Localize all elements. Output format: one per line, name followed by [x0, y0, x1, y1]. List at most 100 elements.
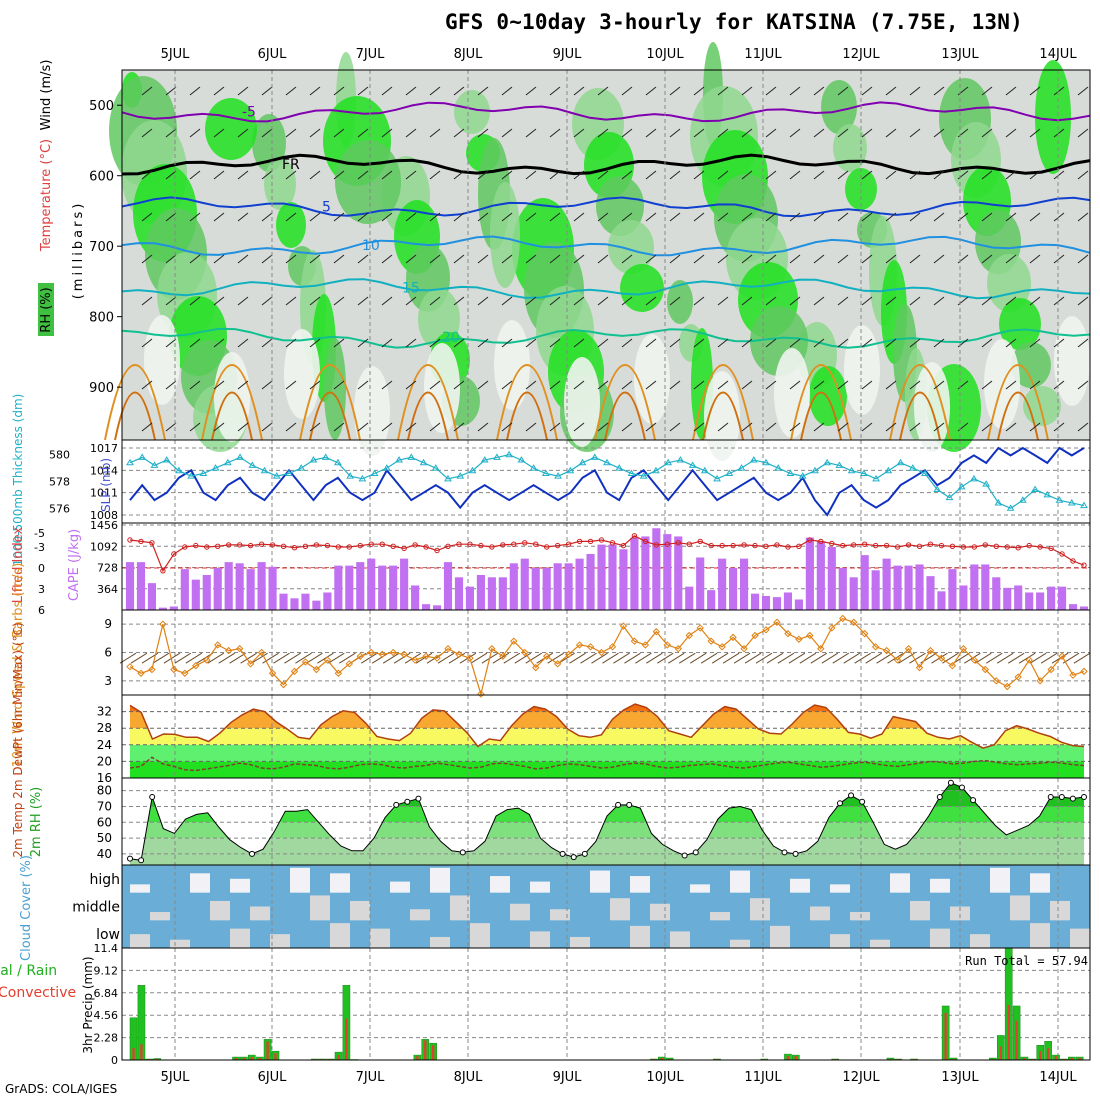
wind-barb [189, 86, 201, 96]
li-point [434, 547, 440, 554]
wind-barb [837, 128, 849, 138]
temp-contour-arch [299, 364, 361, 441]
cape-bar [378, 565, 387, 610]
cape-bar [904, 565, 913, 610]
li-point [368, 541, 374, 547]
cape-bar [750, 593, 760, 610]
wind-barb [621, 338, 633, 348]
wind-barb [453, 338, 465, 348]
contour-label: 10 [362, 238, 380, 254]
wind-barb [477, 338, 489, 348]
wind-barb [1053, 128, 1065, 138]
data-point [211, 464, 220, 471]
wind-barb [1077, 254, 1089, 264]
wind-speed-point [301, 658, 310, 666]
wind-barb [453, 380, 465, 390]
series-line [129, 446, 1085, 517]
cloud-gap [1030, 873, 1050, 893]
li-point [565, 541, 572, 547]
wind-barb [501, 170, 513, 180]
cape-bar [674, 536, 683, 610]
wind-barb [813, 338, 825, 348]
wind-barb [525, 380, 537, 390]
wind-barb [453, 128, 465, 138]
li-point [949, 543, 956, 549]
wind-barb [453, 296, 465, 306]
cloud-gap [370, 928, 390, 948]
rh-point [681, 852, 688, 859]
wind-barb [885, 422, 897, 432]
wind-speed-point [411, 656, 419, 664]
wind-barb [621, 212, 633, 222]
wind-speed-point [214, 641, 222, 649]
cape-bar [685, 586, 694, 610]
wind-barb [933, 380, 945, 390]
data-point [285, 469, 293, 476]
wind-barb [429, 380, 441, 390]
temp-contour-arch [594, 364, 656, 441]
li-point [587, 538, 594, 545]
ytick-label: 40 [97, 847, 112, 861]
data-point [994, 498, 1003, 506]
wind-barb [765, 86, 777, 96]
data-point [676, 456, 685, 463]
wind-barb [1005, 170, 1017, 180]
axis-label: Lifted Index [11, 526, 26, 603]
wind-barb [1053, 338, 1065, 348]
wind-barb [357, 338, 369, 348]
wind-barb [597, 296, 609, 306]
lifted-index-line [129, 535, 1085, 573]
data-point [945, 493, 954, 501]
temp-contour-arch [702, 391, 744, 441]
wind-speed-point [751, 631, 759, 640]
precip-convective-bar [140, 1044, 143, 1060]
cape-bar [465, 586, 474, 610]
li-point [225, 542, 232, 548]
li-point [379, 541, 385, 547]
wind-barb [405, 170, 417, 180]
wind-barb [453, 422, 465, 432]
cape-bar [663, 534, 672, 610]
wind-speed-point [203, 656, 211, 664]
wind-speed-point [466, 654, 474, 662]
rh-point [249, 850, 256, 857]
cloud-gap [830, 934, 850, 948]
cape-bar [257, 562, 266, 610]
contour-label: 15 [402, 280, 420, 296]
wind-speed-point [729, 633, 737, 642]
wind-barb [381, 380, 393, 390]
cape-bar [794, 599, 803, 610]
wind-barb [165, 380, 177, 390]
date-label-bottom: 7JUL [356, 1070, 386, 1085]
cloud-gap [550, 909, 570, 921]
date-label-bottom: 14JUL [1039, 1070, 1077, 1085]
li-point [1037, 544, 1043, 550]
ytick-label: 6 [104, 646, 112, 660]
wind-barb [669, 212, 681, 222]
li-point [500, 542, 506, 548]
wind-barb [813, 170, 825, 180]
data-point [395, 456, 403, 463]
wind-barb [357, 128, 369, 138]
li-point [390, 543, 396, 549]
surface-wind-barb [733, 652, 751, 664]
wind-barb [861, 422, 873, 432]
cloud-row-label: high [89, 872, 120, 888]
wind-speed-point [630, 637, 639, 645]
ytick-label: 6.84 [94, 987, 119, 1000]
surface-wind-barb [810, 652, 828, 664]
wind-barb [789, 338, 801, 348]
ytick-label: 9.12 [94, 964, 119, 977]
wind-barb [789, 86, 801, 96]
cloud-gap [130, 934, 150, 948]
temp-contour-arch [496, 364, 558, 441]
surface-wind-barb [744, 652, 762, 664]
cloud-gap [750, 898, 770, 921]
cape-bar [761, 595, 771, 610]
wind-barb [741, 86, 753, 96]
cape-bar [454, 577, 464, 610]
wind-barb [477, 128, 489, 138]
data-point [419, 458, 428, 466]
ytick-label: 20 [97, 754, 112, 768]
rh-shading [109, 42, 1090, 461]
